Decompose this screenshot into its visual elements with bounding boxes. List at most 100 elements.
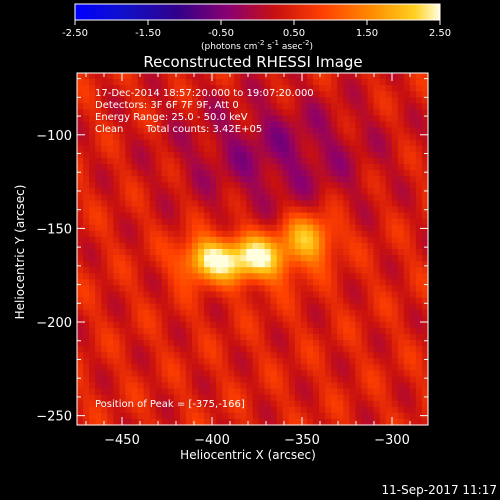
heatmap-cell bbox=[331, 121, 338, 129]
heatmap-cell bbox=[355, 73, 363, 80]
heatmap-cell bbox=[337, 176, 344, 183]
heatmap-cell bbox=[234, 127, 241, 135]
heatmap-cell bbox=[270, 224, 278, 232]
heatmap-cell bbox=[282, 121, 290, 129]
heatmap-cell bbox=[149, 188, 157, 195]
heatmap-cell bbox=[131, 285, 139, 293]
heatmap-cell bbox=[264, 109, 272, 117]
heatmap-cell bbox=[173, 230, 181, 238]
heatmap-cell bbox=[210, 188, 217, 195]
heatmap-cell bbox=[113, 139, 120, 147]
heatmap-cell bbox=[149, 406, 157, 414]
heatmap-cell bbox=[319, 79, 326, 86]
heatmap-cell bbox=[252, 157, 260, 165]
heatmap-cell bbox=[397, 176, 405, 183]
heatmap-cell bbox=[252, 418, 260, 426]
heatmap-cell bbox=[409, 85, 417, 92]
heatmap-cell bbox=[258, 315, 266, 323]
heatmap-cell bbox=[421, 370, 429, 378]
heatmap-cell bbox=[131, 109, 139, 117]
heatmap-cell bbox=[258, 73, 266, 80]
heatmap-cell bbox=[264, 133, 272, 141]
heatmap-cell bbox=[300, 176, 308, 183]
heatmap-cell bbox=[403, 206, 411, 214]
heatmap-cell bbox=[349, 315, 356, 323]
heatmap-cell bbox=[173, 242, 181, 250]
heatmap-cell bbox=[77, 249, 84, 256]
heatmap-cell bbox=[313, 91, 320, 98]
heatmap-cell bbox=[343, 303, 350, 311]
heatmap-cell bbox=[355, 340, 363, 347]
heatmap-cell bbox=[300, 418, 308, 426]
heatmap-cell bbox=[240, 370, 248, 378]
heatmap-cell bbox=[107, 242, 114, 250]
heatmap-cell bbox=[403, 145, 411, 153]
heatmap-cell bbox=[252, 121, 260, 129]
heatmap-cell bbox=[343, 127, 350, 135]
heatmap-cell bbox=[185, 145, 193, 153]
heatmap-cell bbox=[113, 358, 120, 365]
heatmap-cell bbox=[143, 188, 151, 195]
heatmap-cell bbox=[131, 127, 139, 135]
heatmap-cell bbox=[119, 91, 127, 98]
heatmap-cell bbox=[355, 115, 363, 123]
heatmap-cell bbox=[343, 103, 350, 111]
heatmap-cell bbox=[288, 200, 296, 208]
heatmap-cell bbox=[240, 303, 248, 311]
heatmap-cell bbox=[204, 352, 211, 359]
heatmap-cell bbox=[367, 176, 375, 183]
heatmap-cell bbox=[361, 188, 369, 195]
heatmap-cell bbox=[222, 157, 229, 165]
heatmap-cell bbox=[313, 242, 320, 250]
heatmap-cell bbox=[95, 333, 102, 341]
heatmap-cell bbox=[143, 176, 151, 183]
heatmap-cell bbox=[125, 327, 133, 335]
heatmap-cell bbox=[415, 376, 423, 384]
heatmap-cell bbox=[337, 279, 344, 287]
heatmap-cell bbox=[282, 97, 290, 104]
heatmap-cell bbox=[294, 382, 302, 390]
heatmap-cell bbox=[288, 291, 296, 299]
heatmap-cell bbox=[331, 400, 338, 408]
heatmap-cell bbox=[179, 412, 187, 420]
heatmap-cell bbox=[319, 145, 326, 153]
heatmap-cell bbox=[113, 333, 120, 341]
heatmap-cell bbox=[276, 73, 284, 80]
heatmap-cell bbox=[258, 230, 266, 238]
heatmap-cell bbox=[210, 194, 217, 202]
heatmap-cell bbox=[252, 188, 260, 195]
heatmap-cell bbox=[270, 188, 278, 195]
heatmap-cell bbox=[325, 224, 332, 232]
heatmap-cell bbox=[246, 73, 254, 80]
heatmap-cell bbox=[125, 388, 133, 396]
heatmap-cell bbox=[155, 157, 163, 165]
heatmap-cell bbox=[276, 327, 284, 335]
heatmap-cell bbox=[385, 273, 393, 280]
heatmap-cell bbox=[246, 346, 254, 353]
heatmap-cell bbox=[240, 103, 248, 111]
heatmap-cell bbox=[143, 418, 151, 426]
heatmap-cell bbox=[306, 255, 314, 262]
heatmap-cell bbox=[198, 303, 205, 311]
heatmap-cell bbox=[77, 273, 84, 280]
heatmap-cell bbox=[234, 394, 241, 402]
heatmap-cell bbox=[373, 321, 381, 329]
heatmap-cell bbox=[397, 170, 405, 177]
heatmap-cell bbox=[306, 182, 314, 189]
heatmap-cell bbox=[204, 309, 211, 317]
heatmap-cell bbox=[325, 303, 332, 311]
heatmap-cell bbox=[228, 97, 235, 104]
heatmap-cell bbox=[131, 261, 139, 268]
heatmap-cell bbox=[119, 352, 127, 359]
heatmap-cell bbox=[155, 182, 163, 189]
heatmap-cell bbox=[343, 73, 350, 80]
heatmap-cell bbox=[204, 194, 211, 202]
heatmap-cell bbox=[264, 236, 272, 244]
heatmap-cell bbox=[143, 267, 151, 274]
heatmap-cell bbox=[83, 297, 90, 305]
heatmap-cell bbox=[288, 352, 296, 359]
heatmap-cell bbox=[421, 145, 429, 153]
heatmap-cell bbox=[228, 297, 235, 305]
heatmap-cell bbox=[294, 303, 302, 311]
heatmap-cell bbox=[198, 103, 205, 111]
